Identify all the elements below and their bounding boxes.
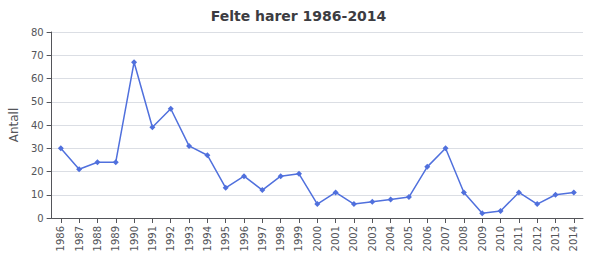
svg-text:2000: 2000 — [312, 226, 323, 251]
svg-text:1986: 1986 — [55, 226, 66, 251]
svg-text:2011: 2011 — [513, 226, 524, 251]
svg-text:2004: 2004 — [385, 226, 396, 251]
svg-text:1995: 1995 — [220, 226, 231, 251]
svg-text:10: 10 — [31, 189, 44, 200]
svg-text:Felte harer 1986-2014: Felte harer 1986-2014 — [211, 8, 387, 24]
svg-text:1993: 1993 — [184, 226, 195, 251]
svg-text:2001: 2001 — [330, 226, 341, 251]
svg-text:1990: 1990 — [129, 226, 140, 251]
svg-text:2009: 2009 — [477, 226, 488, 251]
svg-text:2007: 2007 — [440, 226, 451, 251]
svg-text:2012: 2012 — [532, 226, 543, 251]
svg-text:60: 60 — [31, 73, 44, 84]
svg-text:40: 40 — [31, 120, 44, 131]
svg-text:30: 30 — [31, 143, 44, 154]
svg-text:2006: 2006 — [422, 226, 433, 251]
svg-text:Antall: Antall — [7, 108, 21, 143]
svg-text:1999: 1999 — [293, 226, 304, 251]
svg-text:2002: 2002 — [348, 226, 359, 251]
svg-text:0: 0 — [37, 213, 43, 224]
svg-text:2014: 2014 — [568, 226, 579, 251]
svg-text:1994: 1994 — [202, 226, 213, 251]
svg-text:70: 70 — [31, 50, 44, 61]
svg-text:1998: 1998 — [275, 226, 286, 251]
svg-text:2003: 2003 — [367, 226, 378, 251]
svg-text:1992: 1992 — [165, 226, 176, 251]
svg-text:1997: 1997 — [257, 226, 268, 251]
svg-text:50: 50 — [31, 96, 44, 107]
svg-text:2013: 2013 — [550, 226, 561, 251]
svg-text:2008: 2008 — [458, 226, 469, 251]
svg-text:1991: 1991 — [147, 226, 158, 251]
svg-text:1989: 1989 — [110, 226, 121, 251]
svg-text:2010: 2010 — [495, 226, 506, 251]
svg-text:1996: 1996 — [239, 226, 250, 251]
svg-text:1988: 1988 — [92, 226, 103, 251]
svg-text:20: 20 — [31, 166, 44, 177]
svg-text:2005: 2005 — [403, 226, 414, 251]
svg-text:1987: 1987 — [74, 226, 85, 251]
svg-text:80: 80 — [31, 27, 44, 38]
